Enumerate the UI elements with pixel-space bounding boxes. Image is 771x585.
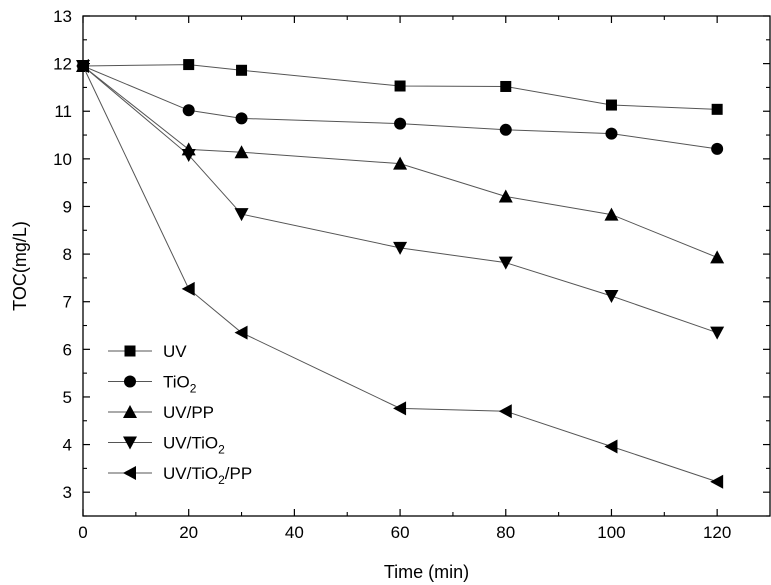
legend-entry-uv-pp: UV/PP	[108, 403, 214, 422]
data-point-uv-pp	[710, 250, 725, 264]
legend-marker	[123, 436, 137, 450]
data-point-uv-tio2-pp	[234, 325, 248, 340]
y-tick-label: 10	[53, 150, 72, 169]
x-tick-label: 0	[78, 523, 87, 542]
data-point-uv-pp	[234, 145, 249, 159]
x-axis: 0 20 40 60 80 100 120	[78, 16, 731, 542]
y-tick-label: 9	[63, 197, 72, 216]
data-point-uv	[711, 103, 723, 115]
y-tick-label: 11	[54, 102, 72, 121]
legend-entry-uv: UV	[108, 342, 187, 361]
legend-marker	[123, 405, 137, 418]
data-point-uv	[236, 64, 248, 76]
data-point-uv-pp	[393, 156, 408, 170]
y-axis: 3 4 5 6 7 8 9 10 11 12 13	[53, 7, 770, 517]
data-point-tio2	[605, 127, 618, 140]
data-point-uv-tio2	[604, 290, 619, 303]
legend-label: UV/TiO2/PP	[163, 464, 252, 487]
data-point-uv	[394, 80, 406, 92]
data-point-uv-pp	[498, 189, 513, 203]
data-point-uv	[605, 99, 617, 111]
data-point-uv-tio2	[710, 326, 725, 340]
legend-label-text: UV/TiO	[163, 434, 218, 453]
y-tick-label: 6	[63, 340, 72, 359]
legend-label-subscript: 2	[218, 473, 225, 487]
legend-marker	[123, 466, 136, 480]
series-line-tio2	[82, 65, 718, 150]
data-point-uv-tio2	[498, 256, 513, 270]
data-point-uv	[183, 59, 195, 71]
data-point-uv-tio2-pp	[710, 474, 724, 489]
y-tick-label: 13	[53, 7, 72, 26]
series-uv-tio2-pp	[76, 59, 724, 489]
legend-label-subscript: 2	[190, 382, 197, 396]
x-tick-label: 20	[179, 523, 198, 542]
data-point-uv-tio2-pp	[604, 439, 618, 454]
legend-label: UV/TiO2	[163, 434, 225, 457]
x-tick-label: 40	[285, 523, 304, 542]
data-point-uv-tio2-pp	[76, 59, 89, 73]
data-point-tio2	[235, 112, 248, 125]
x-tick-label: 100	[597, 523, 625, 542]
data-point-uv-tio2	[181, 149, 196, 163]
y-tick-label: 8	[63, 245, 72, 264]
data-point-uv-tio2-pp	[498, 404, 512, 419]
x-tick-label: 80	[496, 523, 515, 542]
legend-label: TiO2	[163, 373, 197, 396]
data-point-uv	[500, 80, 512, 92]
data-point-tio2	[499, 123, 512, 136]
legend-label-text: UV	[163, 342, 187, 361]
data-point-uv-tio2-pp	[393, 401, 407, 416]
plot-frame	[82, 15, 771, 517]
legend-label: UV/PP	[163, 403, 214, 422]
series-uv-tio2	[76, 60, 725, 340]
series-layer	[76, 59, 725, 489]
legend-label-subscript: 2	[218, 443, 225, 457]
y-tick-label: 7	[63, 293, 72, 312]
data-point-uv-tio2	[234, 208, 249, 222]
y-axis-title: TOC(mg/L)	[10, 221, 30, 311]
legend-marker	[124, 345, 136, 357]
data-point-tio2	[711, 142, 724, 155]
data-point-uv-tio2-pp	[181, 281, 195, 296]
y-tick-label: 3	[63, 483, 72, 502]
x-tick-label: 60	[391, 523, 410, 542]
legend-label: UV	[163, 342, 187, 361]
legend-label-text: UV/PP	[163, 403, 214, 422]
y-tick-label: 5	[63, 388, 72, 407]
y-tick-label: 12	[53, 55, 72, 74]
x-axis-title: Time (min)	[384, 562, 469, 582]
legend-label-text: TiO	[163, 373, 190, 392]
series-tio2	[77, 60, 724, 155]
y-tick-label: 4	[63, 436, 72, 455]
plot-border	[82, 15, 771, 517]
series-uv	[77, 59, 723, 115]
data-point-tio2	[182, 104, 195, 117]
legend-entry-tio2: TiO2	[108, 373, 197, 396]
legend-marker	[124, 375, 136, 388]
data-point-uv-tio2	[393, 241, 408, 255]
legend-label-text: UV/TiO	[163, 464, 218, 483]
data-point-tio2	[394, 117, 407, 130]
data-point-uv-pp	[604, 207, 619, 221]
legend-entry-uv-tio2-pp: UV/TiO2/PP	[108, 464, 252, 487]
legend-entry-uv-tio2: UV/TiO2	[108, 434, 225, 457]
legend-label-tail: /PP	[225, 464, 252, 483]
x-tick-label: 120	[703, 523, 731, 542]
